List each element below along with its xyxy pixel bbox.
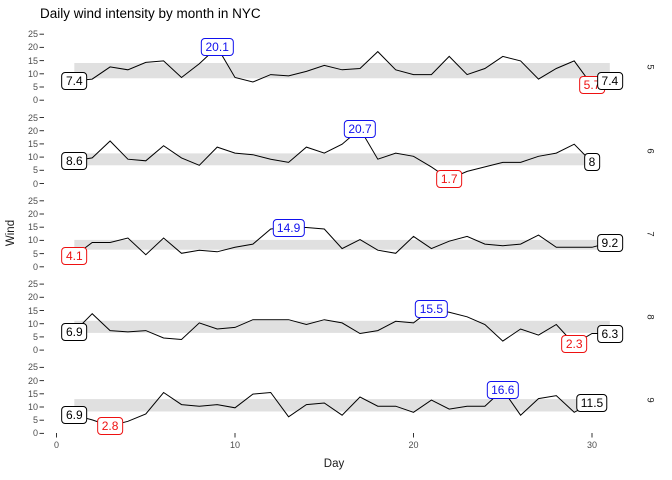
y-tick-label: 5 bbox=[32, 248, 38, 259]
y-tick-label: 0 bbox=[32, 261, 38, 272]
iqr-band-month-7 bbox=[74, 239, 610, 250]
value-label-min-month-7: 4.1 bbox=[61, 247, 88, 265]
value-label-min-month-6: 1.7 bbox=[436, 170, 463, 188]
value-label-last-month-7: 9.2 bbox=[597, 233, 623, 252]
x-tick-label: 30 bbox=[586, 440, 597, 450]
y-tick-label: 20 bbox=[27, 125, 38, 136]
y-tick-label: 5 bbox=[32, 165, 38, 176]
y-tick-label: 20 bbox=[27, 209, 38, 219]
facet-strip-month-7: 7 bbox=[644, 231, 656, 237]
value-label-first-month-5: 7.4 bbox=[61, 71, 88, 90]
y-tick-label: 25 bbox=[27, 112, 38, 123]
iqr-band-month-6 bbox=[74, 153, 593, 166]
value-label-max-month-8: 15.5 bbox=[415, 300, 448, 319]
x-tick-label: 20 bbox=[408, 440, 419, 450]
value-label-max-month-9: 16.6 bbox=[486, 380, 519, 399]
y-tick-label: 20 bbox=[27, 292, 38, 303]
y-tick-label: 5 bbox=[32, 82, 38, 92]
value-label-last-month-9: 11.5 bbox=[576, 394, 608, 412]
facet-strip-month-9: 9 bbox=[644, 397, 656, 404]
y-tick-label: 25 bbox=[27, 362, 38, 373]
value-label-min-month-9: 2.8 bbox=[97, 417, 123, 435]
y-tick-label: 5 bbox=[32, 331, 38, 342]
y-tick-label: 10 bbox=[27, 318, 38, 329]
facet-strip-month-5: 5 bbox=[644, 64, 656, 70]
y-tick-label: 15 bbox=[27, 388, 38, 399]
facet-strip-month-6: 6 bbox=[644, 147, 656, 154]
x-tick-label: 0 bbox=[53, 440, 59, 450]
wind-line-month-7 bbox=[73, 227, 611, 257]
value-label-last-month-6: 8 bbox=[584, 153, 600, 172]
x-tick-label: 10 bbox=[229, 440, 240, 450]
y-tick-label: 20 bbox=[27, 375, 38, 386]
y-tick-label: 15 bbox=[27, 55, 38, 66]
value-label-first-month-9: 6.9 bbox=[61, 406, 88, 425]
wind-line-month-8 bbox=[73, 308, 610, 345]
y-tick-label: 15 bbox=[27, 222, 38, 233]
x-axis-label: Day bbox=[323, 458, 345, 470]
y-tick-label: 10 bbox=[27, 235, 38, 246]
y-tick-label: 25 bbox=[27, 195, 38, 206]
value-label-first-month-8: 6.9 bbox=[61, 322, 88, 341]
wind-line-month-6 bbox=[74, 128, 593, 180]
y-tick-label: 0 bbox=[32, 428, 38, 439]
y-tick-label: 10 bbox=[27, 152, 38, 163]
y-tick-label: 25 bbox=[27, 279, 38, 290]
wind-line-month-5 bbox=[74, 46, 611, 86]
iqr-band-month-5 bbox=[74, 63, 610, 79]
y-tick-label: 10 bbox=[27, 68, 38, 79]
y-tick-label: 5 bbox=[32, 415, 38, 426]
value-label-max-month-7: 14.9 bbox=[272, 218, 305, 237]
value-label-first-month-6: 8.6 bbox=[61, 151, 88, 170]
iqr-band-month-9 bbox=[74, 399, 593, 412]
y-tick-label: 10 bbox=[27, 402, 38, 412]
value-label-min-month-5: 5.7 bbox=[579, 76, 605, 95]
y-tick-label: 0 bbox=[32, 178, 38, 189]
value-label-max-month-5: 20.1 bbox=[201, 38, 234, 57]
y-tick-label: 25 bbox=[27, 29, 38, 40]
chart-title: Daily wind intensity by month in NYC bbox=[40, 6, 261, 21]
y-tick-label: 15 bbox=[27, 138, 38, 149]
value-label-max-month-6: 20.7 bbox=[343, 119, 377, 138]
y-tick-label: 20 bbox=[27, 42, 38, 53]
value-label-min-month-8: 2.3 bbox=[561, 335, 588, 353]
value-label-last-month-5: 7.4 bbox=[597, 71, 623, 90]
y-tick-label: 0 bbox=[32, 345, 38, 356]
value-label-last-month-8: 6.3 bbox=[597, 324, 623, 343]
y-tick-label: 15 bbox=[27, 305, 38, 316]
facet-strip-month-8: 8 bbox=[644, 314, 656, 320]
y-tick-label: 0 bbox=[32, 95, 38, 106]
iqr-band-month-8 bbox=[74, 320, 610, 333]
